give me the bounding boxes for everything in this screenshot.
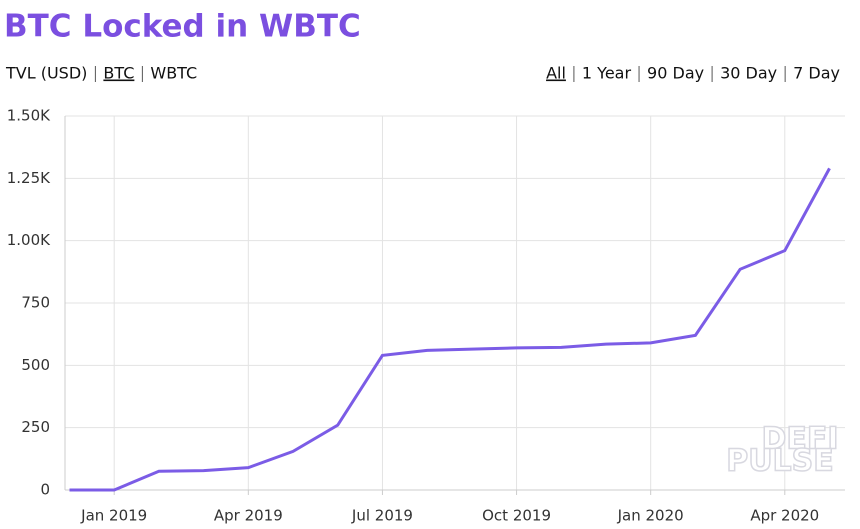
x-tick-label: Jan 2020 [617, 507, 684, 525]
watermark: PULSE [726, 444, 834, 479]
range-option[interactable]: 7 Day [793, 64, 840, 83]
y-tick-label: 1.50K [7, 107, 51, 125]
x-tick-label: Jul 2019 [351, 507, 413, 525]
x-tick-label: Apr 2020 [750, 507, 819, 525]
unit-option[interactable]: BTC [103, 64, 134, 83]
unit-option[interactable]: TVL (USD) [5, 64, 87, 83]
y-tick-label: 0 [40, 481, 50, 499]
y-tick-label: 750 [21, 294, 50, 312]
y-tick-label: 1.25K [7, 169, 51, 187]
range-option[interactable]: 90 Day [647, 64, 704, 83]
chart-title: BTC Locked in WBTC [4, 9, 361, 45]
x-tick-label: Jan 2019 [80, 507, 147, 525]
range-option[interactable]: 1 Year [582, 64, 632, 83]
y-tick-label: 1.00K [7, 231, 51, 249]
x-tick-label: Apr 2019 [214, 507, 283, 525]
unit-option[interactable]: WBTC [150, 64, 197, 83]
x-tick-label: Oct 2019 [482, 507, 551, 525]
watermark: DEFI [761, 422, 838, 457]
y-tick-label: 250 [21, 418, 50, 436]
data-line [69, 167, 831, 492]
y-tick-label: 500 [21, 356, 50, 374]
range-option[interactable]: All [546, 64, 566, 83]
range-option[interactable]: 30 Day [720, 64, 777, 83]
